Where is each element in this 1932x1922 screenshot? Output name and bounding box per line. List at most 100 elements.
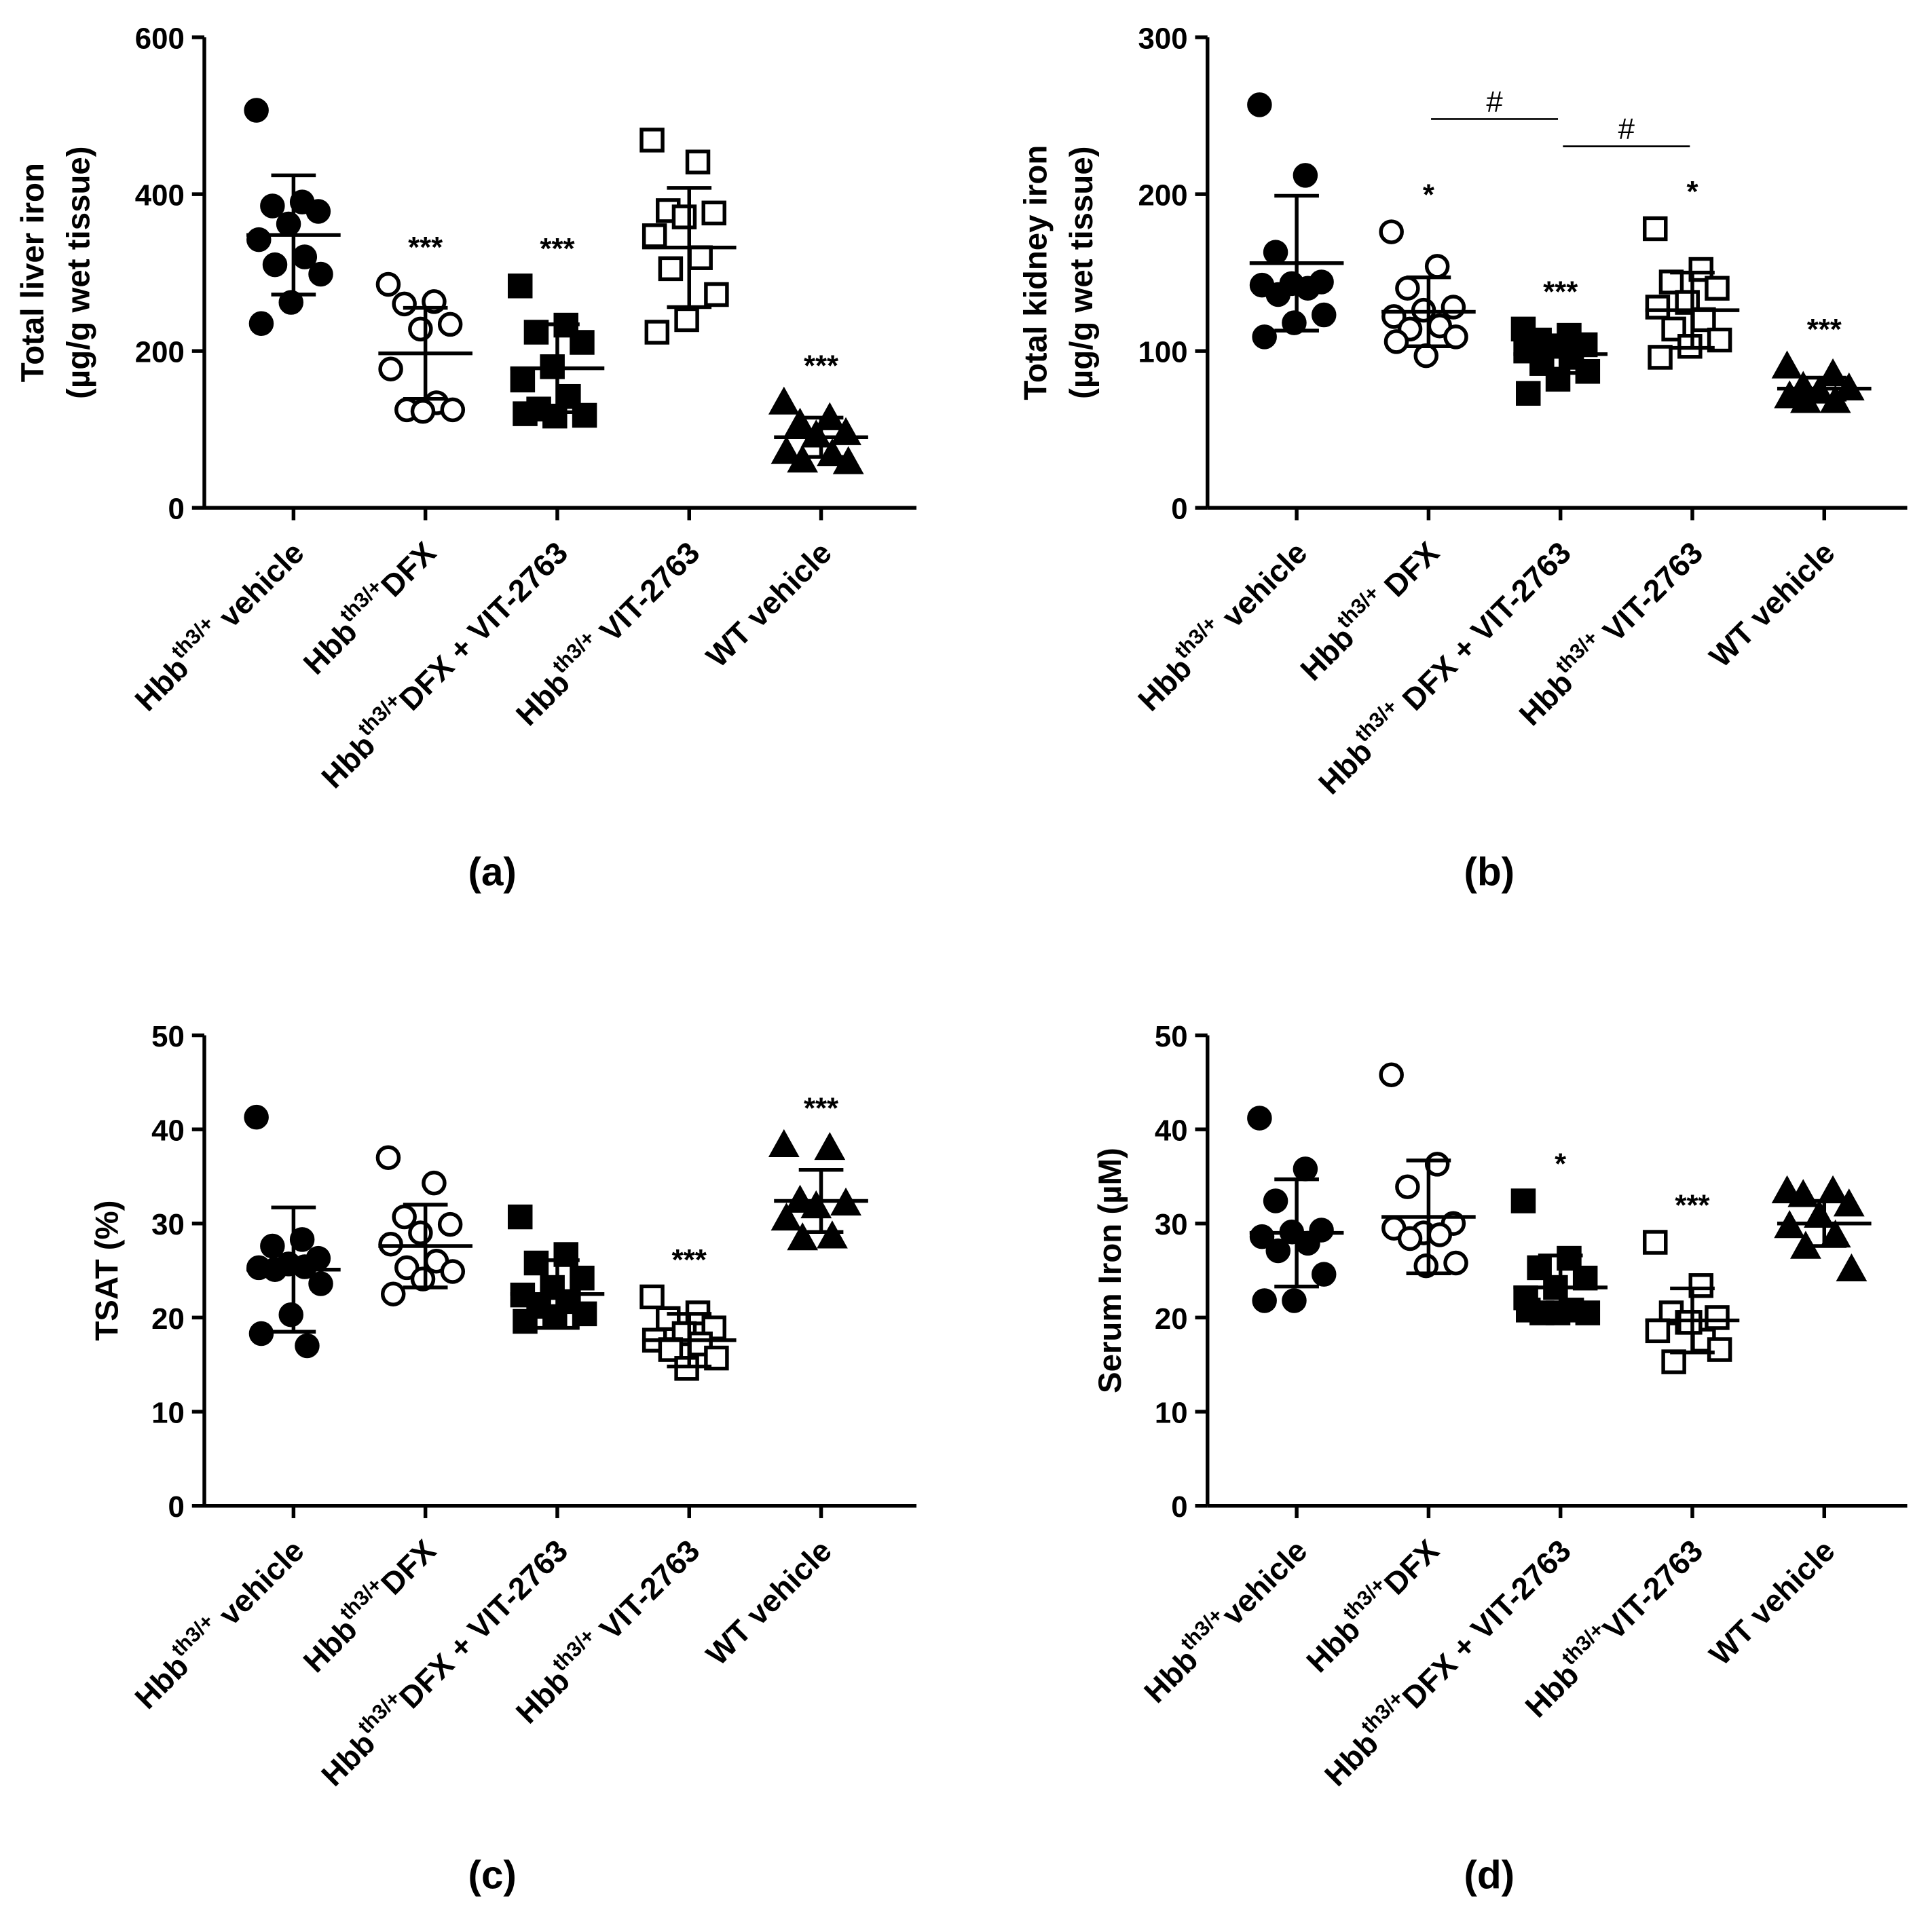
point	[1295, 1230, 1320, 1256]
point	[1707, 1337, 1732, 1362]
y-tick-label: 40	[1155, 1114, 1188, 1148]
y-tick-label: 0	[168, 493, 184, 526]
point	[1252, 324, 1277, 350]
point	[1691, 307, 1716, 333]
point	[817, 1220, 848, 1249]
point	[292, 244, 318, 269]
point	[1645, 295, 1671, 320]
significance: ***	[1807, 313, 1842, 346]
point	[1661, 1349, 1686, 1374]
point	[1836, 1253, 1868, 1282]
point	[1774, 380, 1806, 409]
point	[523, 1250, 549, 1276]
point	[1293, 163, 1318, 188]
point	[1311, 302, 1337, 328]
significance: ***	[540, 232, 574, 265]
point	[1527, 1255, 1552, 1281]
point	[276, 211, 301, 237]
point	[408, 316, 433, 342]
point	[1833, 1188, 1865, 1217]
x-tick-label: WT vehicle	[1703, 535, 1841, 674]
point	[422, 1170, 447, 1196]
x-tick-label: Hbbth3/+DFX	[293, 531, 443, 681]
point	[440, 397, 466, 423]
y-tick-label: 200	[1138, 179, 1188, 212]
x-tick-label: Hbbth3/+vehicle	[1133, 1529, 1314, 1710]
x-tick-label: Hbbth3/+DFX + VIT-2763	[310, 531, 574, 795]
point	[1648, 345, 1673, 370]
point	[295, 1333, 320, 1359]
point	[1247, 92, 1272, 117]
category-part: vehicle	[1209, 535, 1314, 640]
category-part: WT vehicle	[1703, 1533, 1841, 1672]
point	[1383, 329, 1409, 354]
point	[832, 446, 864, 474]
y-axis-label: (µg/g wet tissue)	[1064, 146, 1100, 398]
x-tick-label: WT vehicle	[699, 535, 838, 674]
point	[410, 1266, 436, 1292]
point	[1311, 1262, 1337, 1287]
y-tick-label: 0	[1171, 1490, 1187, 1524]
point	[1677, 1310, 1703, 1335]
point	[542, 403, 568, 429]
point	[658, 256, 684, 282]
y-tick-label: 400	[135, 179, 185, 212]
x-tick-label: Hbbth3/+ vehicle	[1127, 531, 1314, 717]
point	[507, 274, 533, 299]
x-tick-label: Hbbth3/+ DFX	[1289, 531, 1446, 687]
point	[394, 1255, 420, 1281]
point	[513, 1308, 538, 1334]
point	[392, 291, 417, 317]
category-part: VIT-2763	[587, 535, 707, 655]
point	[685, 149, 711, 174]
point	[639, 128, 665, 153]
point	[1282, 310, 1307, 335]
significance: *	[1555, 1147, 1566, 1180]
point	[244, 1104, 269, 1130]
category-part: WT vehicle	[699, 535, 838, 674]
point	[1395, 276, 1420, 301]
point	[1379, 1062, 1404, 1087]
point	[674, 1356, 699, 1381]
point	[308, 1271, 333, 1296]
point	[1265, 1238, 1290, 1264]
x-tick-label: Hbbth3/+DFX + VIT-2763	[310, 1529, 574, 1793]
point	[1688, 1273, 1714, 1298]
significance: ***	[408, 231, 443, 264]
point	[513, 401, 538, 426]
y-axis-label: TSAT (%)	[89, 1200, 125, 1340]
point	[380, 1281, 406, 1306]
category-part: vehicle	[1215, 1533, 1314, 1632]
significance: ***	[804, 349, 838, 382]
point	[570, 330, 595, 355]
point	[378, 1232, 403, 1257]
y-axis-label: (µg/g wet tissue)	[60, 146, 96, 398]
point	[408, 1220, 433, 1245]
point	[1705, 1305, 1730, 1330]
point	[248, 1321, 274, 1346]
point	[1510, 1188, 1536, 1213]
point	[1817, 1175, 1849, 1203]
point	[378, 356, 403, 382]
point	[787, 445, 819, 473]
bracket-label: #	[1486, 85, 1503, 118]
point	[1516, 381, 1541, 406]
y-tick-label: 600	[135, 22, 185, 55]
point	[410, 398, 436, 424]
point	[260, 1233, 285, 1259]
point	[305, 199, 331, 224]
point	[1395, 1174, 1420, 1199]
point	[570, 1265, 595, 1291]
point	[1572, 1265, 1598, 1291]
y-axis-label: Serum Iron (µM)	[1092, 1148, 1128, 1393]
point	[770, 436, 802, 464]
y-axis-label: Total liver iron	[15, 163, 51, 382]
point	[278, 1302, 303, 1327]
point	[572, 1301, 597, 1327]
point	[1252, 1288, 1277, 1313]
point	[768, 386, 800, 415]
y-tick-label: 0	[1171, 493, 1187, 526]
point	[655, 1306, 681, 1332]
